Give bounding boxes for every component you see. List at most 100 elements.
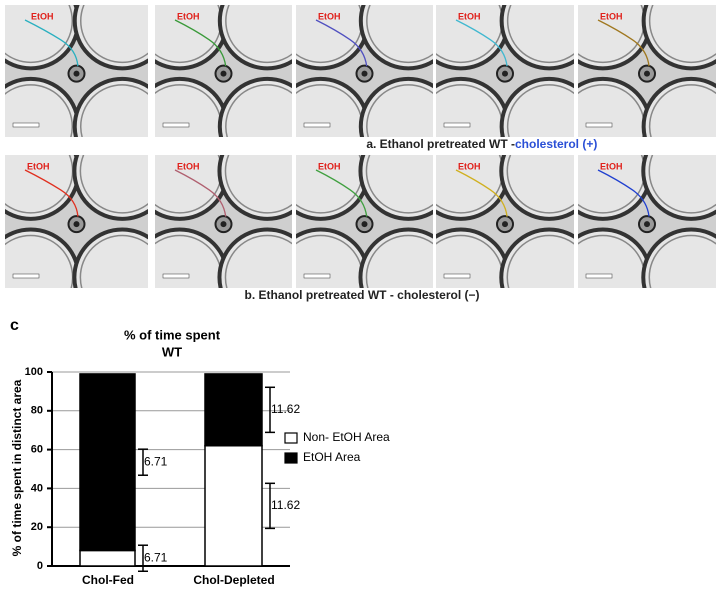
bar-segment <box>204 444 263 567</box>
track <box>174 19 227 67</box>
y-axis-label: % of time spent in distinct area <box>10 379 24 556</box>
well <box>72 5 148 71</box>
well <box>641 227 716 288</box>
well <box>499 155 574 221</box>
well <box>641 155 716 221</box>
track <box>597 169 650 217</box>
well <box>358 227 433 288</box>
thumbnail: EtOH <box>155 155 292 288</box>
thumbnail: EtOH <box>155 5 292 137</box>
legend-swatch <box>284 452 298 464</box>
thumbnail: EtOH <box>5 5 148 137</box>
center-dot <box>502 70 508 77</box>
well <box>72 155 148 221</box>
well-inner <box>224 234 292 288</box>
caption-highlight: cholesterol (+) <box>515 137 597 151</box>
etoh-label: EtOH <box>458 11 481 21</box>
center-dot <box>502 221 508 228</box>
error-bar <box>265 386 275 434</box>
bar-segment <box>79 373 136 552</box>
track <box>315 19 368 67</box>
thumbnail: EtOH <box>436 5 574 137</box>
well-inner <box>79 155 148 214</box>
thumbnail: EtOH <box>296 155 433 288</box>
well <box>499 76 574 137</box>
scale-bar <box>443 273 471 279</box>
track <box>315 169 368 217</box>
well <box>217 155 292 221</box>
chart-subtitle: WT <box>162 344 182 359</box>
track <box>597 19 650 67</box>
track <box>455 19 508 67</box>
well <box>641 5 716 71</box>
center-dot <box>361 70 368 77</box>
etoh-label: EtOH <box>318 11 341 21</box>
y-tick-label: 40 <box>31 482 43 494</box>
scale-bar <box>585 122 613 128</box>
caption-b: b. Ethanol pretreated WT - cholesterol (… <box>244 288 479 302</box>
etoh-label: EtOH <box>600 161 623 171</box>
well-inner <box>79 234 148 288</box>
thumbnail: EtOH <box>5 155 148 288</box>
scale-bar <box>585 273 613 279</box>
thumbnail: EtOH <box>578 155 716 288</box>
center-dot <box>220 221 227 228</box>
x-tick-label: Chol-Fed <box>82 573 134 587</box>
scale-bar <box>162 273 190 279</box>
well <box>217 227 292 288</box>
y-tick-label: 20 <box>31 521 43 533</box>
track <box>24 19 79 67</box>
scale-bar <box>303 273 331 279</box>
thumbnail: EtOH <box>578 5 716 137</box>
center-dot <box>644 70 650 77</box>
well-inner <box>506 84 574 137</box>
error-bar <box>138 448 148 476</box>
well <box>5 227 81 288</box>
well <box>217 5 292 71</box>
well-inner <box>5 84 73 137</box>
well <box>499 5 574 71</box>
well-inner <box>225 84 292 137</box>
etoh-label: EtOH <box>600 11 623 21</box>
thumbnail: EtOH <box>436 155 574 288</box>
well <box>358 155 433 221</box>
y-tick-label: 0 <box>37 560 43 572</box>
well-inner <box>506 155 574 214</box>
scale-bar <box>12 122 40 128</box>
well-inner <box>366 84 433 137</box>
legend-label: EtOH Area <box>303 450 361 464</box>
well <box>358 5 433 71</box>
chart-title: % of time spent <box>124 327 221 342</box>
center-dot <box>73 221 80 228</box>
well-inner <box>648 5 716 64</box>
etoh-label: EtOH <box>318 161 341 171</box>
well-inner <box>365 234 433 288</box>
caption-a: a. Ethanol pretreated WT - <box>366 137 515 151</box>
etoh-label: EtOH <box>177 161 200 171</box>
well-inner <box>5 5 73 64</box>
track <box>24 169 79 217</box>
well-inner <box>225 5 292 64</box>
well <box>499 227 574 288</box>
well-inner <box>506 5 574 64</box>
well-inner <box>506 234 574 288</box>
well <box>641 76 716 137</box>
scale-bar <box>162 122 190 128</box>
legend-swatch <box>284 432 298 444</box>
error-bar <box>138 544 148 573</box>
scale-bar <box>443 122 471 128</box>
legend-label: Non- EtOH Area <box>303 430 390 444</box>
x-tick-label: Chol-Depleted <box>193 573 274 587</box>
etoh-label: EtOH <box>458 161 481 171</box>
bar-segment <box>204 373 263 447</box>
well-inner <box>80 84 148 137</box>
y-tick-label: 100 <box>25 366 43 378</box>
track <box>174 169 227 217</box>
well-inner <box>80 5 148 64</box>
well <box>72 227 148 288</box>
well-inner <box>648 155 716 214</box>
scale-bar <box>12 273 40 279</box>
error-label: 6.71 <box>144 550 168 564</box>
error-label: 6.71 <box>144 454 168 468</box>
